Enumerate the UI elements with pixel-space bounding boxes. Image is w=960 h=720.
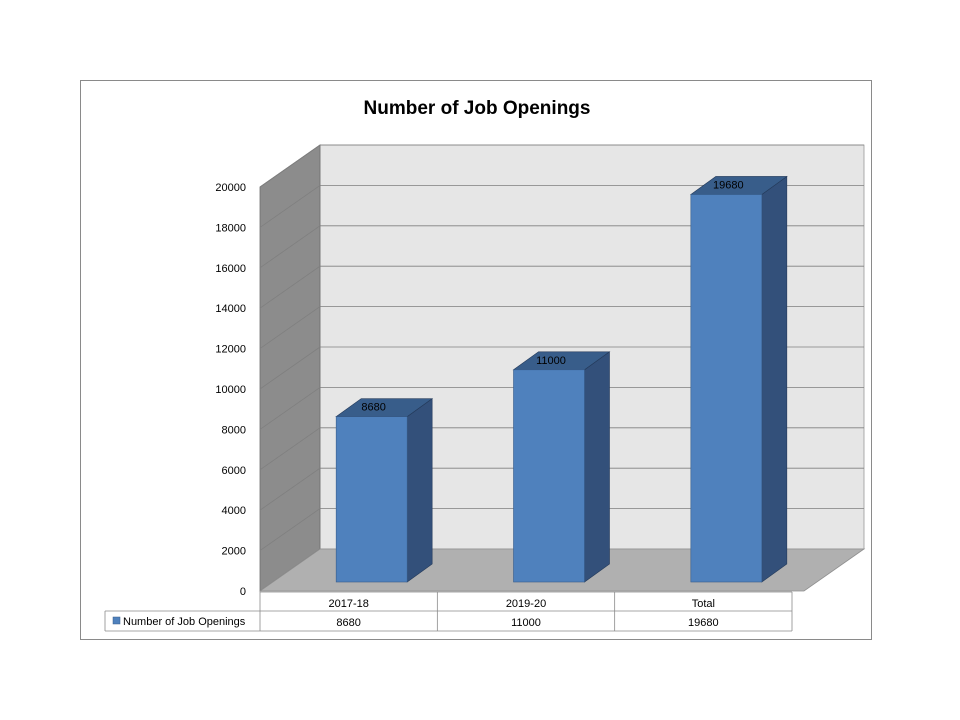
table-value: 11000: [511, 617, 541, 629]
y-axis: 0 2000 4000 6000 8000 10000 12000 14000 16000 180…: [215, 182, 246, 598]
table-value: 8680: [336, 617, 360, 629]
data-label: 11000: [536, 355, 566, 367]
y-tick-label: 8000: [222, 424, 246, 436]
bar-side: [406, 398, 433, 583]
bar: [513, 369, 585, 583]
y-tick-label: 0: [240, 586, 246, 598]
gridline-side: [259, 185, 321, 228]
y-tick-label: 16000: [215, 263, 246, 275]
gridline-side: [259, 306, 321, 349]
bar-group: 11000: [512, 351, 611, 583]
x-category-label: 2017-18: [328, 598, 368, 610]
y-tick-label: 6000: [222, 465, 246, 477]
bar: [335, 416, 408, 583]
legend-key: [112, 616, 121, 625]
chart-title: Number of Job Openings: [364, 98, 591, 119]
chart-svg: Number of Job Openings 0 2000 4000 6000 8000…: [104, 98, 866, 632]
chart-frame: Number of Job Openings 0 2000 4000 6000 8000…: [80, 80, 872, 640]
bar-group: 8680: [335, 398, 434, 583]
legend-series-name: Number of Job Openings: [123, 616, 246, 628]
y-tick-label: 20000: [215, 182, 246, 194]
x-category-label: Total: [692, 598, 715, 610]
table-value: 19680: [688, 617, 719, 629]
bar-side: [584, 351, 610, 583]
y-tick-label: 2000: [222, 546, 246, 558]
gridline-side: [259, 144, 321, 188]
data-label: 19680: [713, 179, 744, 191]
bar-side: [761, 175, 788, 583]
y-tick-label: 10000: [215, 384, 246, 396]
gridline-side: [259, 508, 321, 551]
gridline-side: [259, 467, 321, 511]
y-tick-label: 14000: [215, 303, 246, 315]
gridline-side: [259, 265, 321, 309]
x-category-label: 2019-20: [506, 598, 546, 610]
bars: 8680 11000 19680: [335, 175, 788, 583]
bar-group: 19680: [689, 175, 788, 583]
y-tick-label: 12000: [215, 344, 246, 356]
gridline-side: [259, 427, 321, 471]
y-tick-label: 18000: [215, 222, 246, 234]
bar: [690, 194, 763, 583]
gridline-side: [259, 346, 321, 390]
data-table: 2017-18 2019-20 Total Number of Job Opening…: [104, 591, 793, 632]
gridline-side: [259, 225, 321, 269]
gridline-side: [259, 387, 321, 430]
data-label: 8680: [361, 402, 385, 414]
y-tick-label: 4000: [222, 505, 246, 517]
